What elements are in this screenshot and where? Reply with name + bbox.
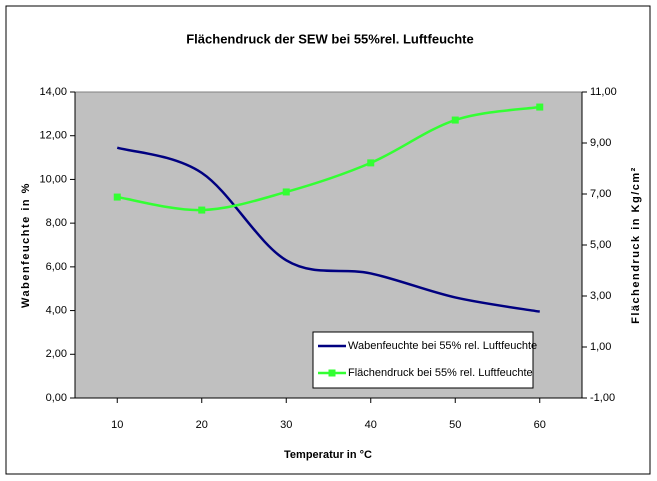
x-tick-label: 20 <box>196 419 208 431</box>
marker <box>367 159 375 167</box>
marker <box>282 188 290 196</box>
y2-tick-label: 7,00 <box>590 188 611 200</box>
chart-title: Flächendruck der SEW bei 55%rel. Luftfeu… <box>186 31 474 46</box>
x-tick-label: 60 <box>534 419 546 431</box>
y2-tick-label: 3,00 <box>590 290 611 302</box>
y-tick-label: 14,00 <box>39 86 67 98</box>
series-line <box>116 146 540 313</box>
marker <box>451 116 459 124</box>
marker <box>536 103 544 111</box>
legend-box <box>312 331 534 389</box>
x-tick-label: 50 <box>449 419 461 431</box>
y-tick-label: 0,00 <box>46 392 67 404</box>
x-axis-label: Temperatur in °C <box>284 449 372 461</box>
y2-axis-label: Flächendruck in Kg/cm² <box>630 166 642 324</box>
y-axis-label: Wabenfeuchte in % <box>20 182 32 308</box>
y2-tick-label: -1,00 <box>590 392 615 404</box>
y-tick-label: 8,00 <box>46 217 67 229</box>
marker <box>198 206 206 214</box>
legend-label: Flächendruck bei 55% rel. Luftfeuchte <box>348 367 533 379</box>
y-tick-label: 12,00 <box>39 130 67 142</box>
marker <box>113 193 121 201</box>
x-tick-label: 10 <box>111 419 123 431</box>
legend-marker <box>328 369 336 377</box>
x-tick-label: 40 <box>365 419 377 431</box>
y-tick-label: 2,00 <box>46 348 67 360</box>
y-tick-label: 4,00 <box>46 304 67 316</box>
legend-label: Wabenfeuchte bei 55% rel. Luftfeuchte <box>348 340 537 352</box>
y2-tick-label: 1,00 <box>590 341 611 353</box>
y2-tick-label: 11,00 <box>590 86 617 98</box>
y2-tick-label: 9,00 <box>590 137 611 149</box>
y2-tick-label: 5,00 <box>590 239 611 251</box>
y-tick-label: 10,00 <box>39 173 67 185</box>
x-tick-label: 30 <box>280 419 292 431</box>
series-line <box>117 105 540 212</box>
y-tick-label: 6,00 <box>46 261 67 273</box>
